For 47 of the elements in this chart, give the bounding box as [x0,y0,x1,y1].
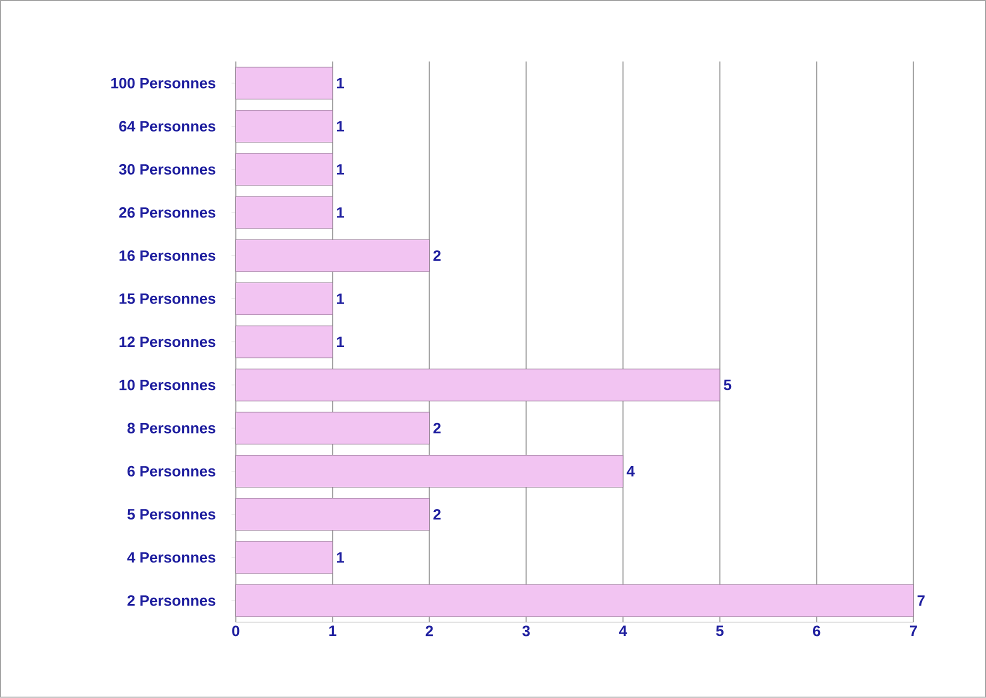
data-label: 1 [337,336,344,348]
bar [235,239,430,272]
bar [235,498,430,531]
x-tick-label: 6 [813,626,820,636]
data-label: 7 [918,596,925,606]
data-label: 1 [337,164,344,175]
bar [235,541,333,574]
x-tick-label: 7 [910,626,917,636]
data-label: 2 [433,250,441,261]
y-tick-label: 4 Personnes [127,552,216,563]
data-label: 2 [433,509,441,520]
y-tick-label: 10 Personnes [120,380,216,390]
x-tick-label: 3 [522,626,530,636]
y-tick-label: 8 Personnes [127,422,216,434]
data-label: 1 [337,121,344,132]
data-label: 1 [337,78,344,88]
data-label: 2 [433,423,441,434]
y-tick-label: 26 Personnes [119,207,216,218]
bar [235,153,333,186]
y-tick-label: 100 Personnes [111,78,216,89]
data-label: 1 [337,207,344,218]
x-tick-label: 4 [619,626,628,636]
y-tick-label: 2 Personnes [128,595,216,606]
bar [235,110,333,143]
bar [235,66,333,100]
bar [235,584,914,617]
x-tick-label: 2 [426,626,433,636]
y-tick-label: 30 Personnes [119,164,216,175]
bar [235,412,430,444]
data-label: 5 [724,380,732,390]
x-tick-label: 0 [232,626,240,636]
bar [235,326,333,358]
bar [235,368,720,402]
y-tick-label: 5 Personnes [127,509,216,520]
y-tick-label: 15 Personnes [120,294,216,304]
data-label: 1 [337,552,344,563]
data-label: 1 [337,294,344,304]
bar [235,282,333,316]
bar [235,455,624,488]
y-tick-label: 6 Personnes [128,466,216,477]
y-tick-label: 16 Personnes [120,250,216,262]
data-label: 4 [626,466,635,476]
y-tick-label: 12 Personnes [120,336,216,348]
bar [235,196,333,229]
y-tick-label: 64 Personnes [119,121,216,132]
x-tick-label: 1 [329,626,336,636]
x-tick-label: 5 [716,626,724,636]
